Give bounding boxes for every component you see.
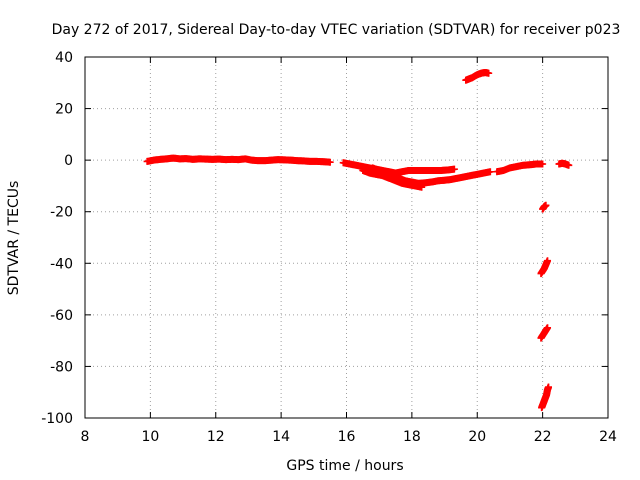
y-tick-labels: -100 -80 -60 -40 -20 0 20 40 [41, 50, 73, 427]
axis-ticks [84, 56, 609, 419]
series-trace-drop-3 [537, 324, 552, 342]
x-tick-label: 10 [141, 429, 159, 445]
series-trace-end-of-day [555, 159, 573, 169]
y-tick-label: -80 [50, 359, 73, 375]
x-tick-label: 16 [338, 429, 356, 445]
chart-title: Day 272 of 2017, Sidereal Day-to-day VTE… [52, 22, 621, 38]
series-trace-dip-middle [369, 164, 494, 187]
x-tick-label: 8 [81, 429, 90, 445]
x-tick-label: 12 [207, 429, 225, 445]
y-tick-label: -40 [50, 256, 73, 272]
y-tick-label: -60 [50, 308, 73, 324]
gridlines [85, 57, 608, 418]
data-point [565, 161, 573, 169]
y-tick-label: 40 [55, 50, 73, 66]
data-point [542, 201, 550, 209]
data-point [544, 324, 552, 332]
series-trace-late-afternoon [493, 160, 547, 176]
x-axis-label: GPS time / hours [286, 458, 403, 474]
data-point [544, 257, 552, 265]
x-tick-label: 20 [468, 429, 486, 445]
data-point [545, 383, 553, 391]
x-tick-labels: 8 10 12 14 16 18 20 22 24 [81, 429, 617, 445]
data-point [450, 165, 458, 173]
data-points [143, 68, 573, 412]
series-trace-dip-upper [339, 159, 458, 177]
series-trace-near-zero-morning [143, 154, 334, 166]
x-tick-label: 14 [272, 429, 290, 445]
y-tick-label: -100 [41, 411, 73, 427]
data-point [485, 69, 493, 77]
data-point [486, 168, 494, 176]
data-point [539, 160, 547, 168]
y-axis-label: SDTVAR / TECUs [6, 181, 22, 296]
y-tick-label: 0 [64, 153, 73, 169]
data-point [326, 158, 334, 166]
series-trace-drop-2 [537, 257, 552, 278]
x-tick-label: 22 [534, 429, 552, 445]
series-trace-drop-4 [538, 383, 553, 412]
y-tick-label: -20 [50, 205, 73, 221]
y-tick-label: 20 [55, 102, 73, 118]
x-tick-label: 24 [599, 429, 617, 445]
series-trace-high-arc [462, 68, 493, 84]
x-tick-label: 18 [403, 429, 421, 445]
series-trace-drop-1 [539, 201, 550, 213]
